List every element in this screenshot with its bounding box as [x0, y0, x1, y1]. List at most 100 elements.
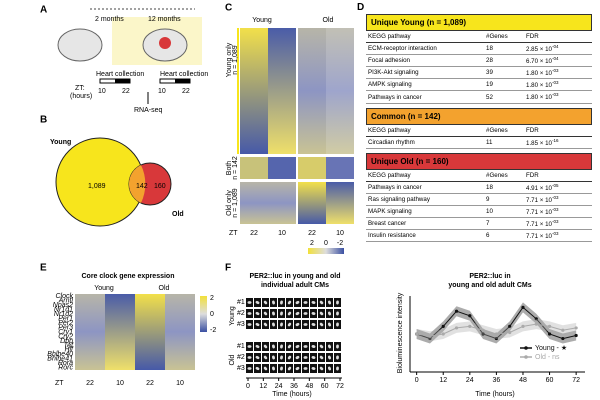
cell [336, 355, 339, 360]
fdr: 1.80 × 10-03 [526, 80, 590, 89]
zt-value: 22 [182, 88, 190, 95]
dark-bar [175, 79, 190, 83]
venn-count: 142 [136, 183, 148, 190]
table-row: PI3K-Akt signaling 39 1.80 × 10-03 [366, 67, 592, 80]
rnaseq: RNA-seq [134, 107, 163, 114]
point [428, 336, 432, 341]
cell [303, 356, 308, 359]
table-row: Ras signaling pathway 9 7.71 × 10-03 [366, 194, 592, 207]
point [481, 328, 485, 332]
venn-count: 160 [154, 183, 166, 190]
cell [328, 355, 331, 360]
gene-label: Cry1 [58, 329, 73, 336]
venn-old-label: Old [172, 211, 184, 218]
panel-label: B [40, 115, 47, 126]
point [441, 332, 445, 336]
legend-label: Young - ★ [535, 344, 567, 352]
row-label: #3 [237, 321, 245, 328]
table-row: MAPK signaling 10 7.71 × 10-03 [366, 206, 592, 219]
point [494, 332, 498, 336]
cell [263, 322, 268, 327]
cell [319, 322, 324, 327]
pathway: Breast cancer [368, 220, 407, 228]
table-row: Insulin resistance 6 7.71 × 10-03 [366, 230, 592, 243]
hours-label: (hours) [70, 93, 92, 100]
x-tick-label: 12 [439, 377, 447, 384]
panel-label: A [40, 5, 47, 16]
cell [328, 311, 331, 316]
gene-label: Npas2 [53, 302, 73, 309]
zt-value: 22 [146, 380, 154, 387]
cell [272, 355, 275, 360]
fdr-mantissa: 1.85 × 10 [526, 139, 552, 147]
table-row: Pathways in cancer 52 1.80 × 10-03 [366, 91, 592, 104]
gene-label: Per1 [58, 315, 73, 322]
gene-label: Tef [64, 342, 75, 349]
gene-count: 19 [486, 81, 493, 89]
cell [328, 300, 331, 305]
point [428, 334, 432, 338]
cell [272, 311, 275, 316]
gene-label: Cry2 [58, 333, 73, 340]
cell [247, 367, 252, 370]
fdr-mantissa: 7.71 × 10 [526, 233, 552, 241]
x-tick-label: 24 [466, 377, 474, 384]
gene-label: Hlf [64, 347, 74, 354]
group-label: Old [323, 17, 334, 24]
table-header: KEGG pathway #Genes FDR [366, 31, 592, 44]
x-tick-label: 48 [519, 377, 527, 384]
point [521, 305, 525, 309]
cell [247, 345, 252, 348]
point [521, 324, 525, 328]
point [534, 317, 538, 321]
legend-marker [524, 346, 528, 350]
gene-count: 10 [486, 208, 493, 216]
fdr-exponent: -03 [551, 231, 559, 237]
pathway: Focal adhesion [368, 57, 410, 65]
cell [263, 366, 268, 371]
pathway: AMPK signaling [368, 81, 412, 89]
gene-label: Arntl [58, 298, 74, 305]
heart [159, 37, 171, 49]
group-label: Young [252, 17, 272, 24]
fdr: 1.85 × 10-16 [526, 138, 590, 147]
point [468, 324, 472, 328]
fdr-exponent: -04 [551, 56, 559, 62]
gene-count: 28 [486, 57, 493, 65]
cell [336, 300, 339, 305]
zt-value: 10 [336, 230, 344, 237]
gene-label: Nr1d1 [54, 306, 73, 313]
scale-label: 2 [310, 240, 314, 247]
fdr: 4.91 × 10-05 [526, 183, 590, 192]
zt-value: 22 [86, 380, 94, 387]
group-label: Old [229, 354, 236, 365]
point [508, 330, 512, 335]
pathway: Pathways in cancer [368, 183, 422, 191]
young-age: 2 months [95, 16, 124, 23]
fdr-exponent: -03 [551, 207, 559, 213]
gene-label: Rora [58, 360, 73, 367]
gene-label: Rorc [58, 365, 73, 372]
gene-count: 11 [486, 138, 493, 146]
point [454, 326, 459, 330]
cell [311, 312, 316, 315]
gene-label: Bhlhe40 [47, 351, 73, 358]
x-tick-label: 0 [246, 383, 250, 390]
gene-label: Bhlhe41 [47, 356, 73, 363]
cell [303, 345, 308, 348]
point [561, 336, 565, 341]
cell [319, 355, 324, 360]
zt-value: 22 [250, 230, 258, 237]
column-header: KEGG pathway [368, 33, 411, 41]
group-label: Young [94, 285, 114, 292]
legend-marker [524, 355, 528, 359]
cell [319, 344, 324, 349]
cell [295, 366, 300, 371]
column-header: FDR [526, 33, 539, 41]
cell [255, 344, 260, 349]
point [415, 332, 419, 336]
cell [311, 323, 316, 326]
cell [272, 366, 275, 371]
row-label: #2 [237, 354, 245, 361]
